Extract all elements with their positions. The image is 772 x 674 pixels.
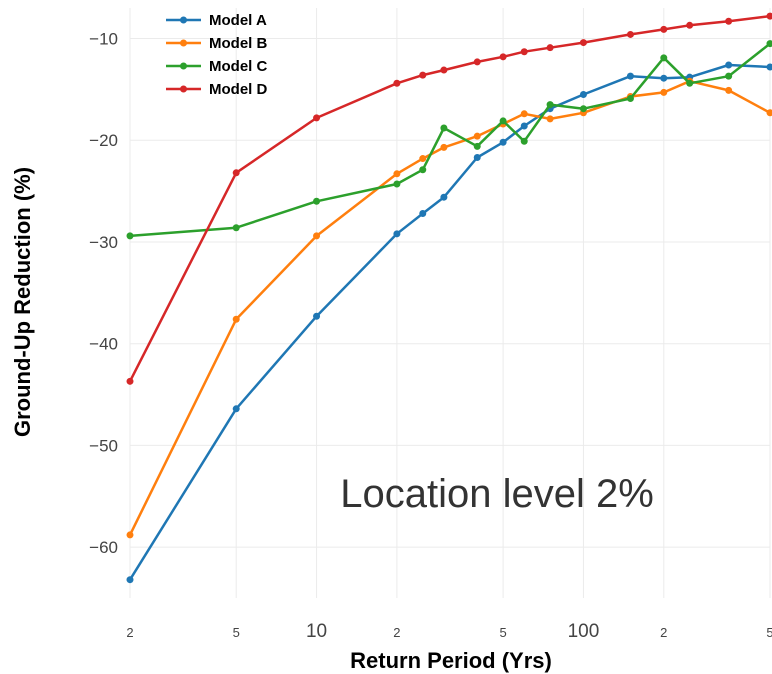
legend-swatch-marker bbox=[180, 16, 187, 24]
legend-item: Model D bbox=[166, 81, 267, 98]
data-point bbox=[520, 110, 528, 118]
data-point bbox=[393, 79, 401, 87]
data-point bbox=[686, 79, 694, 87]
data-point bbox=[126, 576, 134, 584]
data-point bbox=[126, 232, 134, 240]
legend-item: Model A bbox=[166, 12, 267, 29]
data-point bbox=[579, 39, 587, 47]
data-point bbox=[626, 72, 634, 80]
data-point bbox=[499, 138, 507, 146]
legend-item: Model B bbox=[166, 35, 267, 52]
x-tick-label: 100 bbox=[568, 621, 600, 642]
legend: Model A Model B Model C Model D bbox=[166, 12, 267, 98]
x-tick-label: 2 bbox=[393, 625, 400, 640]
x-tick-label: 2 bbox=[126, 625, 133, 640]
x-axis-title: Return Period (Yrs) bbox=[350, 648, 552, 673]
data-point bbox=[440, 143, 448, 151]
data-point bbox=[232, 169, 240, 177]
data-point bbox=[579, 90, 587, 98]
data-point bbox=[725, 61, 733, 69]
legend-label: Model A bbox=[209, 12, 267, 29]
data-point bbox=[499, 117, 507, 125]
data-point bbox=[499, 53, 507, 61]
y-axis-title: Ground-Up Reduction (%) bbox=[10, 167, 35, 437]
data-point bbox=[579, 105, 587, 113]
data-point bbox=[419, 155, 427, 163]
legend-swatch-marker bbox=[180, 62, 187, 70]
x-tick-label: 10 bbox=[306, 621, 327, 642]
series-model-d bbox=[126, 12, 772, 385]
data-point bbox=[440, 193, 448, 201]
legend-swatch-marker bbox=[180, 39, 187, 47]
legend-label: Model D bbox=[209, 81, 267, 98]
x-tick-label: 5 bbox=[499, 625, 506, 640]
data-point bbox=[419, 71, 427, 79]
data-point bbox=[393, 170, 401, 178]
data-point bbox=[766, 40, 772, 48]
data-point bbox=[725, 17, 733, 25]
data-point bbox=[520, 48, 528, 56]
data-point bbox=[546, 44, 554, 52]
y-tick-label: −30 bbox=[89, 233, 118, 252]
data-point bbox=[546, 115, 554, 123]
data-point bbox=[520, 137, 528, 145]
series-lines bbox=[126, 12, 772, 584]
series-line bbox=[128, 63, 771, 581]
series-line bbox=[129, 42, 771, 238]
data-point bbox=[473, 132, 481, 140]
data-point bbox=[626, 95, 634, 103]
data-point bbox=[473, 154, 481, 162]
data-point bbox=[313, 232, 321, 240]
data-point bbox=[766, 109, 772, 117]
data-point bbox=[313, 312, 321, 320]
data-point bbox=[473, 58, 481, 66]
y-tick-label: −50 bbox=[89, 436, 118, 455]
y-tick-label: −10 bbox=[89, 30, 118, 49]
series-model-b bbox=[126, 77, 772, 539]
series-line bbox=[128, 79, 771, 536]
x-tick-label: 5 bbox=[766, 625, 772, 640]
data-point bbox=[725, 72, 733, 80]
data-point bbox=[766, 12, 772, 20]
data-point bbox=[440, 124, 448, 132]
legend-label: Model B bbox=[209, 35, 267, 52]
data-point bbox=[725, 86, 733, 94]
data-point bbox=[660, 74, 668, 82]
data-point bbox=[126, 531, 134, 539]
data-point bbox=[473, 142, 481, 150]
y-tick-label: −20 bbox=[89, 131, 118, 150]
data-point bbox=[232, 315, 240, 323]
data-point bbox=[313, 197, 321, 205]
data-point bbox=[686, 21, 694, 29]
data-point bbox=[419, 209, 427, 217]
data-point bbox=[546, 101, 554, 109]
data-point bbox=[313, 114, 321, 122]
series-model-c bbox=[126, 40, 772, 240]
chart-annotation: Location level 2% bbox=[340, 472, 654, 516]
x-tick-label: 5 bbox=[233, 625, 240, 640]
data-point bbox=[660, 88, 668, 96]
data-point bbox=[126, 377, 134, 385]
y-tick-label: −40 bbox=[89, 335, 118, 354]
data-point bbox=[393, 180, 401, 188]
legend-label: Model C bbox=[209, 58, 267, 75]
data-point bbox=[626, 30, 634, 38]
data-point bbox=[520, 122, 528, 130]
data-point bbox=[232, 405, 240, 413]
x-axis-ticks: 2 5 10 2 5 100 2 5 bbox=[126, 621, 772, 642]
x-tick-label: 2 bbox=[660, 625, 667, 640]
series-line bbox=[128, 14, 771, 382]
data-point bbox=[660, 25, 668, 33]
y-axis-ticks: −10 −20 −30 −40 −50 −60 bbox=[89, 30, 118, 558]
y-tick-label: −60 bbox=[89, 538, 118, 557]
data-point bbox=[393, 230, 401, 238]
data-point bbox=[766, 63, 772, 71]
data-point bbox=[660, 54, 668, 62]
data-point bbox=[419, 166, 427, 174]
legend-swatch-marker bbox=[180, 85, 187, 93]
legend-item: Model C bbox=[166, 58, 267, 75]
data-point bbox=[232, 224, 240, 232]
data-point bbox=[440, 66, 448, 74]
